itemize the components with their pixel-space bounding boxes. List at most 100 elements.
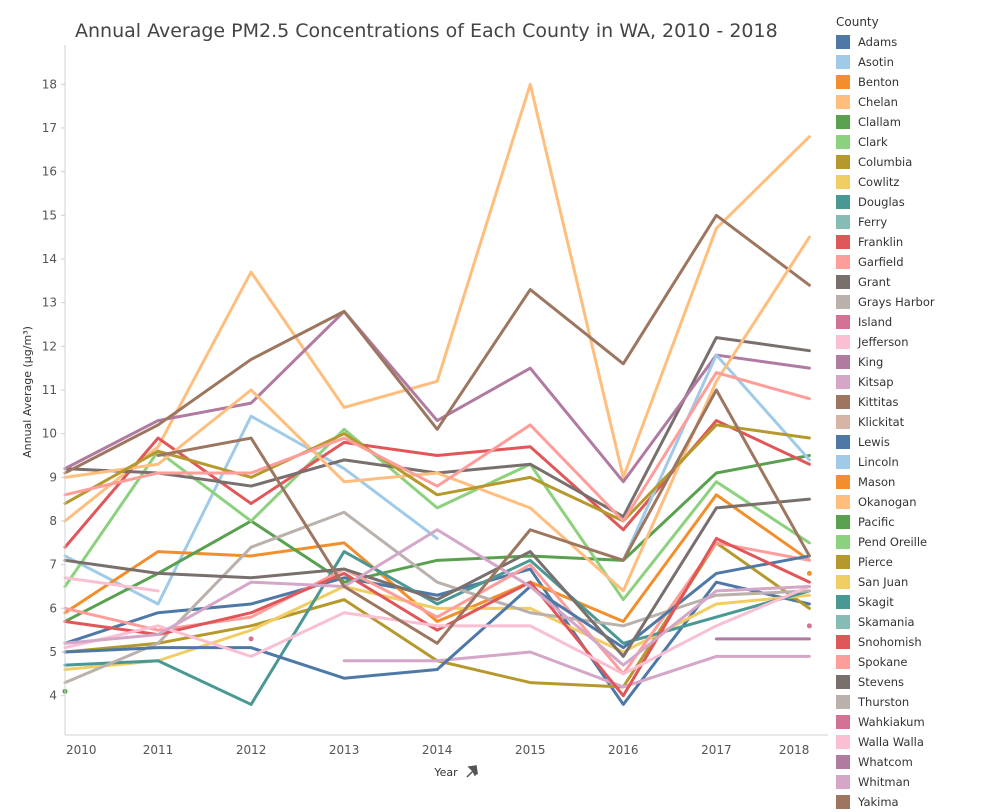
legend-item[interactable]: Thurston	[836, 692, 996, 712]
legend-item[interactable]: Lincoln	[836, 452, 996, 472]
legend-item[interactable]: Skamania	[836, 612, 996, 632]
legend-label: Lewis	[858, 435, 890, 449]
legend-item[interactable]: Pacific	[836, 512, 996, 532]
legend-item[interactable]: Adams	[836, 32, 996, 52]
legend-swatch	[836, 55, 850, 69]
legend-label: Whitman	[858, 775, 910, 789]
legend-label: Ferry	[858, 215, 888, 229]
legend-item[interactable]: Garfield	[836, 252, 996, 272]
legend-item[interactable]: Snohomish	[836, 632, 996, 652]
legend-swatch	[836, 415, 850, 429]
legend-label: Pierce	[858, 555, 893, 569]
legend-item[interactable]: Clallam	[836, 112, 996, 132]
legend-item[interactable]: Klickitat	[836, 412, 996, 432]
x-tick-label: 2012	[236, 743, 267, 757]
y-tick-label: 14	[42, 252, 57, 266]
series-pierce	[63, 423, 811, 523]
legend-label: Skagit	[858, 595, 894, 609]
legend-item[interactable]: Douglas	[836, 192, 996, 212]
legend-label: Columbia	[858, 155, 913, 169]
legend-item[interactable]: Grant	[836, 272, 996, 292]
legend-swatch	[836, 355, 850, 369]
legend-item[interactable]: Walla Walla	[836, 732, 996, 752]
legend-item[interactable]: Franklin	[836, 232, 996, 252]
series-line	[63, 235, 811, 593]
legend-item[interactable]: Skagit	[836, 592, 996, 612]
series-okanogan	[63, 235, 811, 593]
y-tick-label: 13	[42, 296, 57, 310]
legend-item[interactable]: Grays Harbor	[836, 292, 996, 312]
legend-swatch	[836, 555, 850, 569]
legend-label: Yakima	[858, 795, 899, 809]
legend-item[interactable]: Wahkiakum	[836, 712, 996, 732]
legend-item[interactable]: Yakima	[836, 792, 996, 812]
legend-item[interactable]: Asotin	[836, 52, 996, 72]
legend-item[interactable]: Pend Oreille	[836, 532, 996, 552]
legend-item[interactable]: King	[836, 352, 996, 372]
legend-item[interactable]: Clark	[836, 132, 996, 152]
legend-item[interactable]: Cowlitz	[836, 172, 996, 192]
legend-item[interactable]: Kittitas	[836, 392, 996, 412]
legend-label: Klickitat	[858, 415, 905, 429]
series-kittitas	[63, 213, 811, 475]
series-line	[63, 576, 160, 593]
legend-label: Jefferson	[858, 335, 909, 349]
legend-label: San Juan	[858, 575, 909, 589]
legend-item[interactable]: Kitsap	[836, 372, 996, 392]
legend-item[interactable]: Whatcom	[836, 752, 996, 772]
legend-swatch	[836, 215, 850, 229]
legend-swatch	[836, 515, 850, 529]
y-axis-label: Annual Average (µg/m³)	[21, 326, 34, 458]
series-line	[63, 423, 811, 523]
legend-item[interactable]: Whitman	[836, 772, 996, 792]
x-tick-label: 2011	[143, 743, 174, 757]
legend-swatch	[836, 615, 850, 629]
legend-label: Wahkiakum	[858, 715, 925, 729]
series-point	[806, 623, 812, 629]
legend-swatch	[836, 535, 850, 549]
x-tick-label: 2018	[779, 743, 810, 757]
legend-item[interactable]: Stevens	[836, 672, 996, 692]
legend-swatch	[836, 95, 850, 109]
legend-item[interactable]: Spokane	[836, 652, 996, 672]
legend-item[interactable]: Jefferson	[836, 332, 996, 352]
y-tick-label: 7	[49, 558, 57, 572]
y-tick-label: 12	[42, 339, 57, 353]
legend-swatch	[836, 315, 850, 329]
series-line	[63, 309, 811, 484]
legend-label: Skamania	[858, 615, 915, 629]
series-line	[63, 497, 811, 658]
legend-label: Adams	[858, 35, 898, 49]
legend-item[interactable]: Columbia	[836, 152, 996, 172]
sort-icon[interactable]	[466, 765, 479, 778]
legend-item[interactable]: Pierce	[836, 552, 996, 572]
legend-swatch	[836, 155, 850, 169]
legend-item[interactable]: Island	[836, 312, 996, 332]
legend-swatch	[836, 435, 850, 449]
legend-item[interactable]: Mason	[836, 472, 996, 492]
legend-label: King	[858, 355, 884, 369]
legend-item[interactable]: San Juan	[836, 572, 996, 592]
legend-label: Snohomish	[858, 635, 922, 649]
legend-item[interactable]: Benton	[836, 72, 996, 92]
legend-item[interactable]: Ferry	[836, 212, 996, 232]
y-tick-label: 18	[42, 77, 57, 91]
series-line	[63, 554, 811, 680]
legend-label: Chelan	[858, 95, 898, 109]
legend-item[interactable]: Chelan	[836, 92, 996, 112]
series-line	[63, 536, 811, 698]
series-king	[63, 309, 811, 484]
legend-item[interactable]: Okanogan	[836, 492, 996, 512]
y-tick-label: 5	[49, 645, 57, 659]
series-point	[806, 570, 812, 576]
series-kitsap	[342, 650, 811, 689]
series-line	[63, 493, 811, 623]
legend-label: Kitsap	[858, 375, 894, 389]
legend-label: Douglas	[858, 195, 905, 209]
x-tick-label: 2015	[515, 743, 546, 757]
legend-swatch	[836, 675, 850, 689]
legend-item[interactable]: Lewis	[836, 432, 996, 452]
legend-swatch	[836, 695, 850, 709]
series-line	[156, 388, 811, 645]
legend-swatch	[836, 115, 850, 129]
